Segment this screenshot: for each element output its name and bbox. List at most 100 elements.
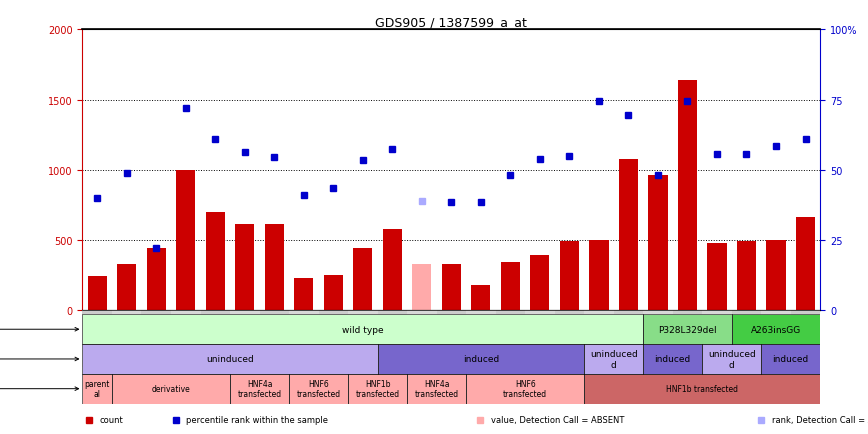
Text: rank, Detection Call = ABSENT: rank, Detection Call = ABSENT — [772, 415, 868, 424]
Bar — [378, 344, 584, 374]
Bar — [324, 275, 343, 310]
Bar — [732, 315, 820, 344]
Text: uninduced
d: uninduced d — [707, 349, 756, 369]
Text: GSM27206: GSM27206 — [181, 313, 190, 355]
Bar — [412, 264, 431, 310]
Bar — [530, 256, 549, 310]
Bar — [437, 310, 466, 367]
Bar — [348, 374, 407, 404]
Text: GSM27160: GSM27160 — [506, 313, 515, 355]
Bar — [584, 374, 820, 404]
Bar — [383, 229, 402, 310]
Bar — [353, 249, 372, 310]
Text: GSM27150: GSM27150 — [240, 313, 249, 355]
Bar — [643, 344, 702, 374]
Text: GSM27157: GSM27157 — [477, 313, 485, 355]
Bar — [82, 374, 112, 404]
Bar — [702, 344, 761, 374]
Bar — [707, 243, 727, 310]
Text: GSM27170: GSM27170 — [772, 313, 780, 355]
Bar — [737, 242, 756, 310]
Text: GSM27147: GSM27147 — [536, 313, 544, 355]
Bar — [766, 240, 786, 310]
Text: GSM27171: GSM27171 — [742, 313, 751, 354]
Text: protocol: protocol — [0, 355, 79, 364]
Bar — [643, 315, 732, 344]
Text: A263insGG: A263insGG — [751, 325, 801, 334]
Text: GSM27152: GSM27152 — [270, 313, 279, 354]
Text: GSM27159: GSM27159 — [329, 313, 338, 355]
Text: percentile rank within the sample: percentile rank within the sample — [187, 415, 328, 424]
Bar — [289, 374, 348, 404]
Bar — [82, 310, 112, 367]
Text: GSM27153: GSM27153 — [447, 313, 456, 355]
Bar — [471, 286, 490, 310]
Bar — [407, 374, 466, 404]
Text: GSM27151: GSM27151 — [418, 313, 426, 354]
Text: GSM27156: GSM27156 — [299, 313, 308, 355]
Bar — [584, 344, 643, 374]
Bar — [348, 310, 378, 367]
Bar — [82, 344, 378, 374]
Bar — [673, 310, 702, 367]
Text: GSM27204: GSM27204 — [122, 313, 131, 355]
Text: HNF1b transfected: HNF1b transfected — [667, 384, 738, 393]
Bar — [378, 310, 407, 367]
Text: GSM27163: GSM27163 — [654, 313, 662, 355]
Text: GSM27207: GSM27207 — [211, 313, 220, 355]
Bar — [289, 374, 348, 404]
Bar — [643, 344, 702, 374]
Bar — [230, 310, 260, 367]
Text: GSM27167: GSM27167 — [683, 313, 692, 355]
Bar — [206, 212, 225, 310]
Bar — [82, 374, 112, 404]
Bar — [112, 374, 230, 404]
Bar — [732, 315, 820, 344]
Bar — [525, 310, 555, 367]
Title: GDS905 / 1387599_a_at: GDS905 / 1387599_a_at — [376, 16, 527, 29]
Text: uninduced: uninduced — [206, 355, 254, 364]
Bar — [147, 249, 166, 310]
Bar — [112, 310, 141, 367]
Text: HNF4a
transfected: HNF4a transfected — [415, 379, 458, 398]
Bar — [82, 344, 378, 374]
Bar — [761, 310, 791, 367]
Text: count: count — [100, 415, 123, 424]
Bar — [171, 310, 201, 367]
Bar — [289, 310, 319, 367]
Bar — [584, 374, 820, 404]
Bar — [466, 374, 584, 404]
Text: cell line: cell line — [0, 384, 79, 393]
Bar — [260, 310, 289, 367]
Bar — [82, 315, 643, 344]
Text: parent
al: parent al — [84, 379, 110, 398]
Bar — [112, 374, 230, 404]
Bar — [501, 263, 520, 310]
Bar — [589, 240, 608, 310]
Bar — [319, 310, 348, 367]
Bar — [176, 170, 195, 310]
Bar — [348, 374, 407, 404]
Bar — [614, 310, 643, 367]
Bar — [82, 315, 643, 344]
Text: HNF6
transfected: HNF6 transfected — [297, 379, 340, 398]
Text: induced: induced — [773, 355, 809, 364]
Bar — [555, 310, 584, 367]
Text: GSM27165: GSM27165 — [624, 313, 633, 355]
Bar — [378, 344, 584, 374]
Text: GSM27161: GSM27161 — [595, 313, 603, 354]
Text: HNF6
transfected: HNF6 transfected — [503, 379, 547, 398]
Bar — [466, 310, 496, 367]
Text: wild type: wild type — [342, 325, 384, 334]
Bar — [560, 242, 579, 310]
Text: HNF1b
transfected: HNF1b transfected — [356, 379, 399, 398]
Bar — [496, 310, 525, 367]
Text: induced: induced — [463, 355, 499, 364]
Bar — [619, 159, 638, 310]
Bar — [584, 344, 643, 374]
Bar — [466, 374, 584, 404]
Bar — [702, 310, 732, 367]
Bar — [643, 310, 673, 367]
Text: value, Detection Call = ABSENT: value, Detection Call = ABSENT — [490, 415, 624, 424]
Bar — [407, 310, 437, 367]
